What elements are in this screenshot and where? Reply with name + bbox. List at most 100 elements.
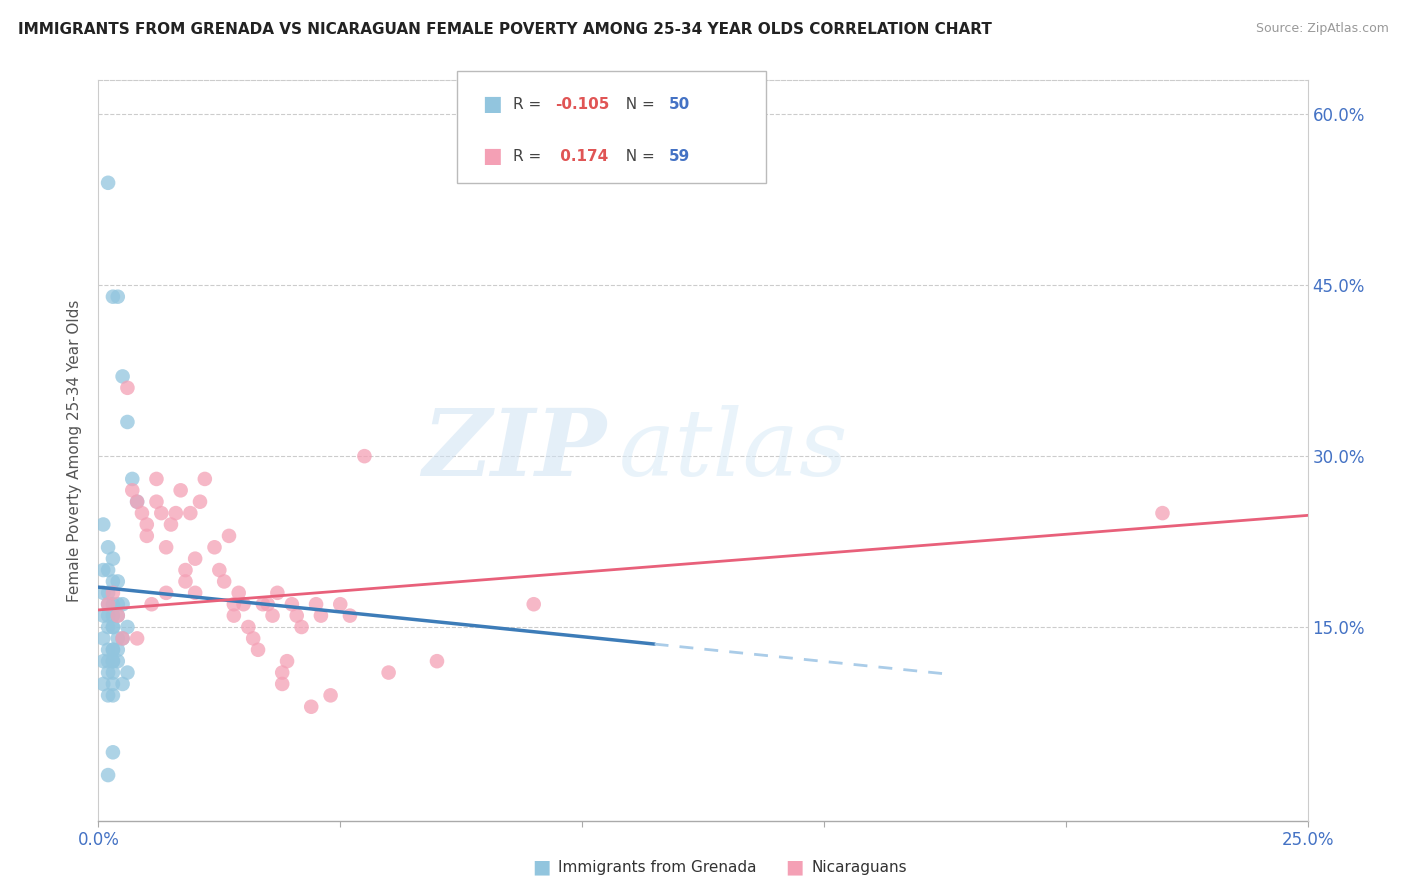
Text: ■: ■ (531, 857, 551, 877)
Point (101, 654, 124, 668)
Text: Source: ZipAtlas.com: Source: ZipAtlas.com (1256, 22, 1389, 36)
Point (101, 551, 124, 566)
Point (107, 574, 129, 589)
Point (101, 665, 124, 680)
Point (339, 608, 361, 623)
Point (194, 472, 217, 486)
Text: N =: N = (616, 149, 659, 163)
Point (101, 620, 124, 634)
Point (222, 608, 245, 623)
Point (101, 745, 124, 759)
Point (111, 632, 134, 646)
Point (101, 654, 124, 668)
Point (319, 689, 342, 703)
Point (266, 586, 288, 600)
Point (97, 597, 120, 611)
Text: Immigrants from Grenada: Immigrants from Grenada (558, 860, 756, 874)
Point (174, 574, 197, 589)
Point (426, 654, 449, 668)
Point (111, 597, 134, 611)
Point (97, 586, 120, 600)
Point (204, 541, 226, 555)
Point (121, 472, 143, 486)
Point (91, 563, 114, 577)
Point (247, 642, 270, 657)
Point (91, 654, 114, 668)
Point (271, 677, 294, 691)
Point (184, 586, 207, 600)
Point (91, 586, 114, 600)
Point (299, 699, 322, 714)
Point (281, 597, 304, 611)
Y-axis label: Female Poverty Among 25-34 Year Olds: Female Poverty Among 25-34 Year Olds (67, 300, 83, 601)
Point (117, 620, 139, 634)
Point (101, 574, 124, 589)
Point (256, 597, 278, 611)
Text: Nicaraguans: Nicaraguans (811, 860, 907, 874)
Point (101, 290, 124, 304)
Point (121, 483, 143, 498)
Point (97, 620, 120, 634)
Point (107, 608, 129, 623)
Point (107, 608, 129, 623)
Point (127, 494, 149, 508)
Point (97, 768, 120, 782)
Point (97, 597, 120, 611)
Point (111, 369, 134, 384)
Point (107, 597, 129, 611)
Point (179, 506, 201, 520)
Point (91, 608, 114, 623)
Point (285, 608, 308, 623)
Point (97, 642, 120, 657)
Point (91, 677, 114, 691)
Point (188, 494, 211, 508)
Point (117, 665, 139, 680)
Point (91, 632, 114, 646)
Point (309, 608, 332, 623)
Point (212, 574, 235, 589)
Text: IMMIGRANTS FROM GRENADA VS NICARAGUAN FEMALE POVERTY AMONG 25-34 YEAR OLDS CORRE: IMMIGRANTS FROM GRENADA VS NICARAGUAN FE… (18, 22, 993, 37)
Point (238, 620, 260, 634)
Point (97, 176, 120, 190)
Text: ■: ■ (482, 95, 502, 114)
Point (101, 642, 124, 657)
Point (155, 586, 177, 600)
Point (107, 654, 129, 668)
Point (160, 517, 183, 532)
Text: ZIP: ZIP (422, 406, 606, 495)
Point (252, 597, 274, 611)
Text: 59: 59 (669, 149, 690, 163)
Point (127, 632, 149, 646)
Point (111, 677, 134, 691)
Point (155, 541, 177, 555)
Point (377, 665, 399, 680)
Point (145, 494, 167, 508)
Point (150, 506, 173, 520)
Point (97, 689, 120, 703)
Text: N =: N = (616, 97, 659, 112)
Point (107, 632, 129, 646)
Text: ■: ■ (785, 857, 804, 877)
Point (135, 517, 157, 532)
Point (97, 665, 120, 680)
Point (131, 506, 153, 520)
Point (101, 597, 124, 611)
Point (101, 608, 124, 623)
Point (165, 506, 187, 520)
Point (218, 529, 240, 543)
Point (117, 415, 139, 429)
Point (232, 597, 254, 611)
Point (184, 551, 207, 566)
Point (169, 483, 191, 498)
Point (305, 597, 328, 611)
Point (101, 677, 124, 691)
Text: R =: R = (513, 97, 547, 112)
Point (262, 608, 284, 623)
Text: atlas: atlas (619, 406, 848, 495)
Point (174, 563, 197, 577)
Point (107, 290, 129, 304)
Point (141, 597, 163, 611)
Point (101, 586, 124, 600)
Point (97, 608, 120, 623)
Point (127, 494, 149, 508)
